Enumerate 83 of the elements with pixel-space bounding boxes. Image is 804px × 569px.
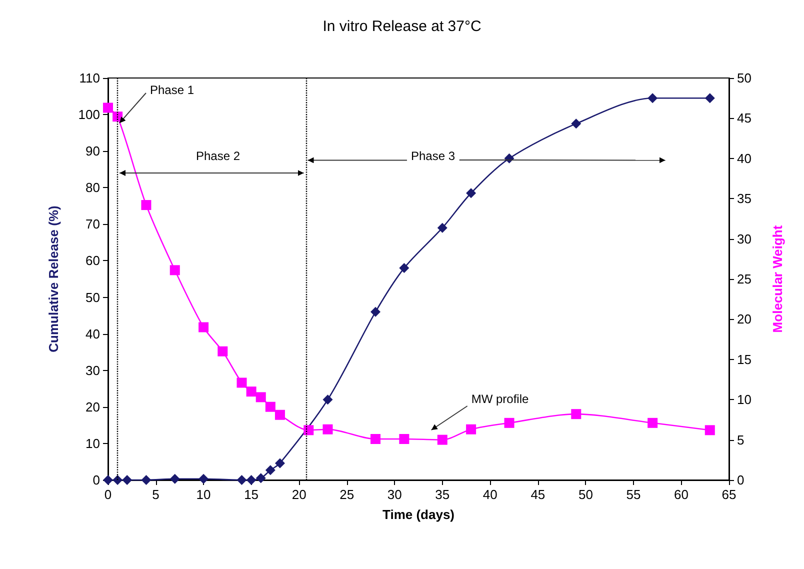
point xyxy=(370,434,381,444)
y-tick-label: 90 xyxy=(86,144,100,159)
point xyxy=(122,475,132,485)
point xyxy=(274,410,285,420)
y-tick-label: 100 xyxy=(78,107,100,122)
point xyxy=(704,425,715,436)
y-tick-label: 40 xyxy=(86,326,100,342)
y2-tick-label: 15 xyxy=(737,352,752,367)
y2-tick-label: 20 xyxy=(737,312,752,327)
point xyxy=(304,425,314,436)
point xyxy=(218,346,228,356)
y-tick-label: 60 xyxy=(86,253,100,268)
point xyxy=(170,474,180,484)
point xyxy=(571,118,582,129)
x-tick-label: 20 xyxy=(292,487,306,502)
point xyxy=(648,93,658,104)
point xyxy=(198,322,209,332)
x-tick-label: 60 xyxy=(674,487,688,502)
y-tick-label: 110 xyxy=(79,70,100,86)
point xyxy=(437,434,448,445)
annotation: MW profile xyxy=(471,392,529,406)
y-tick-label: 50 xyxy=(86,290,100,305)
x-tick-label: 45 xyxy=(530,487,546,502)
x-tick-label: 55 xyxy=(626,487,641,502)
y2-tick-label: 5 xyxy=(737,432,744,448)
x-tick-label: 5 xyxy=(152,487,160,502)
point xyxy=(466,188,476,198)
x-tick-label: 50 xyxy=(578,487,593,502)
point xyxy=(571,409,582,420)
point xyxy=(256,473,266,484)
x-tick-label: 40 xyxy=(482,487,498,502)
y-tick-label: 0 xyxy=(92,472,100,488)
annotation: Phase 3 xyxy=(410,149,456,164)
y2-tick-label: 35 xyxy=(737,191,752,206)
y-tick-label: 80 xyxy=(86,180,100,196)
point xyxy=(141,200,152,210)
x-tick-label: 25 xyxy=(340,487,354,502)
point xyxy=(170,265,180,276)
x-tick-label: 30 xyxy=(387,487,402,502)
y-axis-title: Cumulative Release (%) xyxy=(46,206,61,352)
x-tick-label: 10 xyxy=(196,487,211,502)
point xyxy=(103,102,113,113)
point xyxy=(648,418,658,428)
point xyxy=(256,392,266,402)
point xyxy=(399,434,410,444)
chart-title: In vitro Release at 37°C xyxy=(322,18,482,35)
y-tick-label: 30 xyxy=(86,362,100,378)
point xyxy=(198,474,209,484)
y2-tick-label: 30 xyxy=(737,231,752,246)
y2-tick-label: 40 xyxy=(737,150,752,166)
y-tick-label: 20 xyxy=(86,399,100,414)
y2-tick-label: 10 xyxy=(737,392,752,408)
x-tick-label: 65 xyxy=(722,487,736,502)
y2-axis-title: Molecular Weight xyxy=(770,224,785,333)
point xyxy=(246,475,256,485)
y-tick-label: 10 xyxy=(86,436,100,451)
y2-tick-label: 50 xyxy=(737,70,752,86)
point xyxy=(265,402,276,412)
point xyxy=(265,465,276,476)
x-tick-label: 35 xyxy=(435,487,450,502)
point xyxy=(370,306,381,317)
y-tick-label: 70 xyxy=(86,216,100,232)
point xyxy=(236,378,247,388)
point xyxy=(246,386,256,397)
x-axis-title: Time (days) xyxy=(382,507,455,522)
point xyxy=(236,475,247,485)
point xyxy=(704,93,715,104)
y2-tick-label: 45 xyxy=(737,110,752,126)
point xyxy=(112,475,123,485)
y2-tick-label: 0 xyxy=(737,472,744,488)
annotation: Phase 2 xyxy=(196,149,240,164)
point xyxy=(399,263,410,274)
point xyxy=(437,222,448,233)
y2-tick-label: 25 xyxy=(737,272,752,286)
annotation: Phase 1 xyxy=(150,83,194,98)
point xyxy=(466,424,476,434)
point xyxy=(322,394,333,405)
point xyxy=(504,418,514,428)
point xyxy=(274,458,285,468)
x-tick-label: 0 xyxy=(104,487,112,502)
point xyxy=(322,424,333,434)
x-tick-label: 15 xyxy=(244,487,259,502)
point xyxy=(141,475,152,485)
